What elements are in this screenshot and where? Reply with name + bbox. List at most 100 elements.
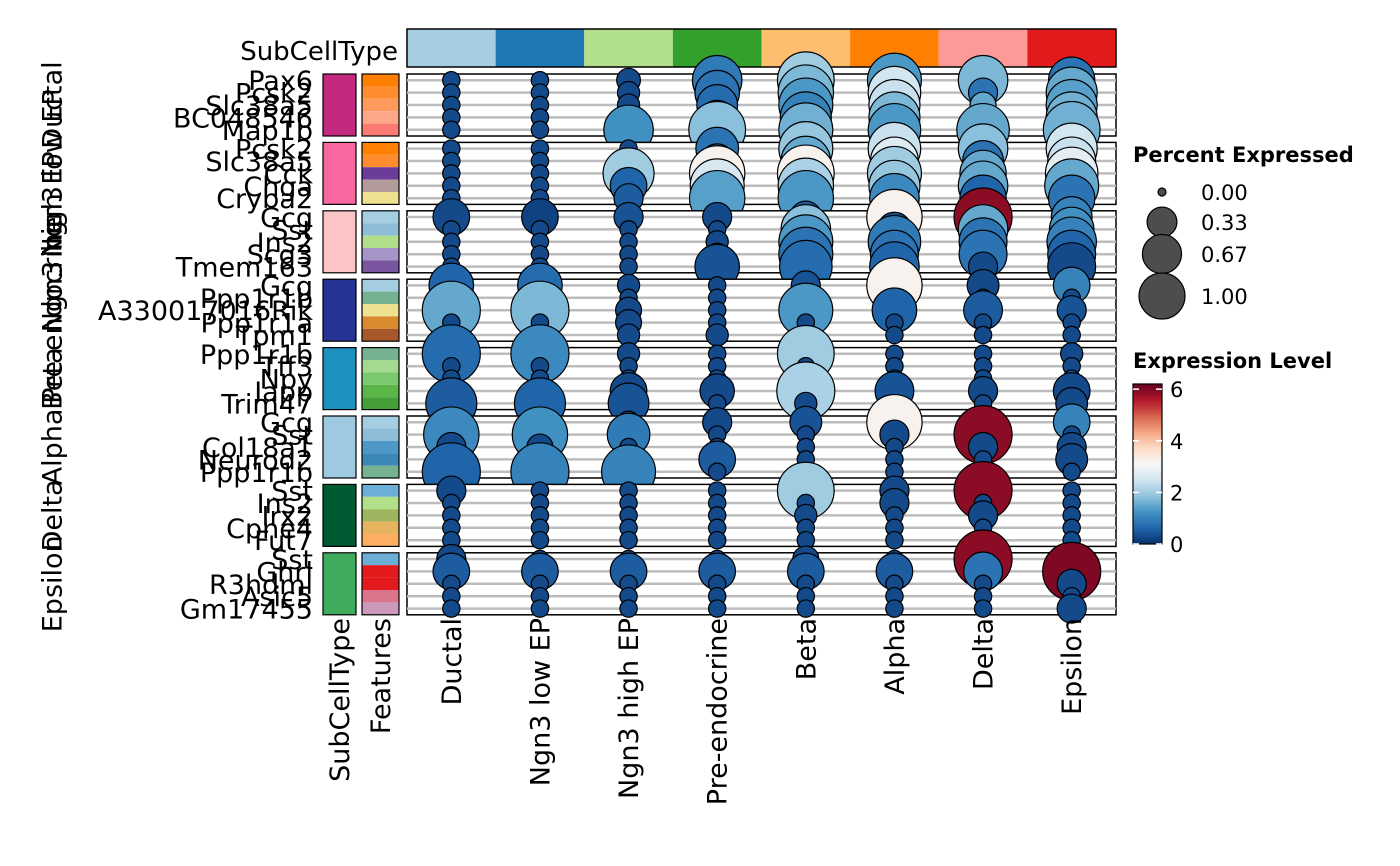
color-legend-label: 6 — [1170, 378, 1183, 402]
subcelltype-annotation-cell — [322, 552, 357, 616]
feature-annotation-cell — [362, 291, 399, 304]
dot-mark — [707, 599, 727, 618]
size-legend-dot — [1141, 233, 1183, 275]
feature-label: Npy — [260, 365, 313, 396]
feature-annotation-cell — [362, 360, 399, 373]
feature-label: Pcsk2 — [235, 79, 313, 110]
size-legend-label: 0.00 — [1201, 181, 1248, 205]
dot-mark — [705, 323, 729, 347]
group-label: Pre-endocrine — [37, 217, 68, 404]
feature-annotation-cell — [362, 279, 399, 292]
column-label: Pre-endocrine — [703, 618, 734, 805]
feature-label: Col18a1 — [202, 433, 313, 464]
feature-label: BC048546 — [173, 103, 313, 134]
feature-label: Sst — [271, 477, 313, 508]
top-annotation-border — [406, 28, 1117, 68]
dot-mark — [885, 325, 904, 345]
feature-label: Ins2 — [257, 228, 313, 259]
feature-annotation-border — [361, 210, 400, 274]
feature-label: Irx2 — [262, 501, 314, 532]
feature-annotation-cell — [362, 98, 399, 112]
feature-label: Sst — [271, 421, 313, 452]
feature-annotation-cell — [362, 565, 399, 578]
feature-annotation-cell — [362, 235, 399, 248]
subcelltype-annotation-cell — [322, 73, 357, 137]
feature-label: Pax6 — [248, 66, 313, 97]
feature-annotation-cell — [362, 74, 399, 87]
feature-label: Ins2 — [257, 489, 313, 520]
dot-mark — [885, 530, 904, 550]
feature-labels: Pax6Pcsk2Slc38a5BC048546Map1bPcsk2Slc38a… — [98, 66, 313, 625]
group-panels — [406, 51, 1117, 624]
dot-mark — [973, 599, 993, 618]
feature-label: Ppp1r1b — [200, 340, 313, 371]
feature-label: Asic5 — [241, 582, 313, 613]
feature-label: Fut7 — [254, 526, 313, 557]
feature-annotation-cell — [362, 453, 399, 466]
top-annotation-cell — [407, 29, 496, 67]
feature-annotation-cell — [362, 372, 399, 385]
feature-annotation-cell — [362, 602, 399, 615]
feature-label: Tmem163 — [175, 253, 313, 284]
feature-annotation-cell — [362, 347, 399, 360]
subcelltype-annotation-cell — [322, 210, 357, 274]
feature-annotation-cell — [362, 465, 399, 478]
feature-annotation-cell — [362, 590, 399, 603]
dot-mark — [619, 530, 638, 550]
top-annotation-cell — [584, 29, 673, 67]
feature-label: Map1b — [222, 116, 313, 147]
group-label: Ngn3 low EP — [37, 89, 68, 257]
feature-label: Gcg — [260, 203, 313, 234]
feature-label: Pcsk2 — [235, 135, 313, 166]
column-label: Beta — [791, 618, 822, 680]
size-legend-label: 0.67 — [1201, 243, 1248, 267]
feature-annotation-cell — [362, 397, 399, 410]
dot-mark — [442, 599, 461, 618]
feature-annotation-cell — [362, 384, 399, 398]
size-legend-dot — [1157, 187, 1167, 197]
dot-mark — [530, 120, 550, 140]
group-label: Ngn3 high EP — [37, 151, 68, 332]
feature-label: R3hdml — [209, 570, 313, 601]
dot-mark — [1056, 593, 1087, 624]
color-legend-label: 2 — [1170, 481, 1183, 505]
feature-label: Iapp — [254, 377, 313, 408]
feature-annotation-border — [361, 483, 400, 547]
feature-annotation-cell — [362, 577, 399, 590]
left-annotations — [322, 73, 400, 616]
column-label: Ngn3 high EP — [614, 618, 645, 799]
group-panel — [406, 529, 1117, 624]
feature-annotation-cell — [362, 521, 399, 534]
dot-mark — [707, 462, 727, 482]
feature-label: Trim47 — [220, 389, 313, 420]
feature-annotation-cell — [362, 416, 399, 429]
feature-label: Sst — [271, 215, 313, 246]
dot-mark — [707, 530, 727, 550]
feature-annotation-cell — [362, 428, 399, 441]
dot-mark — [796, 599, 816, 618]
subcelltype-annotation-cell — [322, 141, 357, 205]
color-legend-label: 4 — [1170, 430, 1183, 454]
group-label: Beta — [37, 347, 68, 409]
color-legend-title: Expression Level — [1133, 349, 1332, 373]
column-label: Delta — [969, 618, 1000, 690]
subcelltype-annotation-cell — [322, 347, 357, 411]
feature-annotation-cell — [362, 328, 399, 342]
feature-annotation-cell — [362, 223, 399, 236]
feature-annotation-cell — [362, 210, 399, 224]
feature-label: Gm17455 — [180, 595, 313, 626]
feature-annotation-border — [361, 552, 400, 616]
annotation-column-label: Features — [366, 618, 397, 734]
feature-annotation-cell — [362, 304, 399, 317]
dot-mark — [619, 599, 638, 618]
size-legend-label: 0.33 — [1201, 211, 1248, 235]
feature-annotation-cell — [362, 192, 399, 205]
group-label: Ductal — [37, 61, 68, 148]
feature-label: Cck — [264, 159, 314, 190]
column-labels: SubCellType Features Ductal Ngn3 low EP Ngn3… — [325, 618, 1088, 805]
dot-mark — [1062, 325, 1081, 345]
feature-annotation-cell — [362, 154, 399, 168]
feature-annotation-border — [361, 278, 400, 342]
